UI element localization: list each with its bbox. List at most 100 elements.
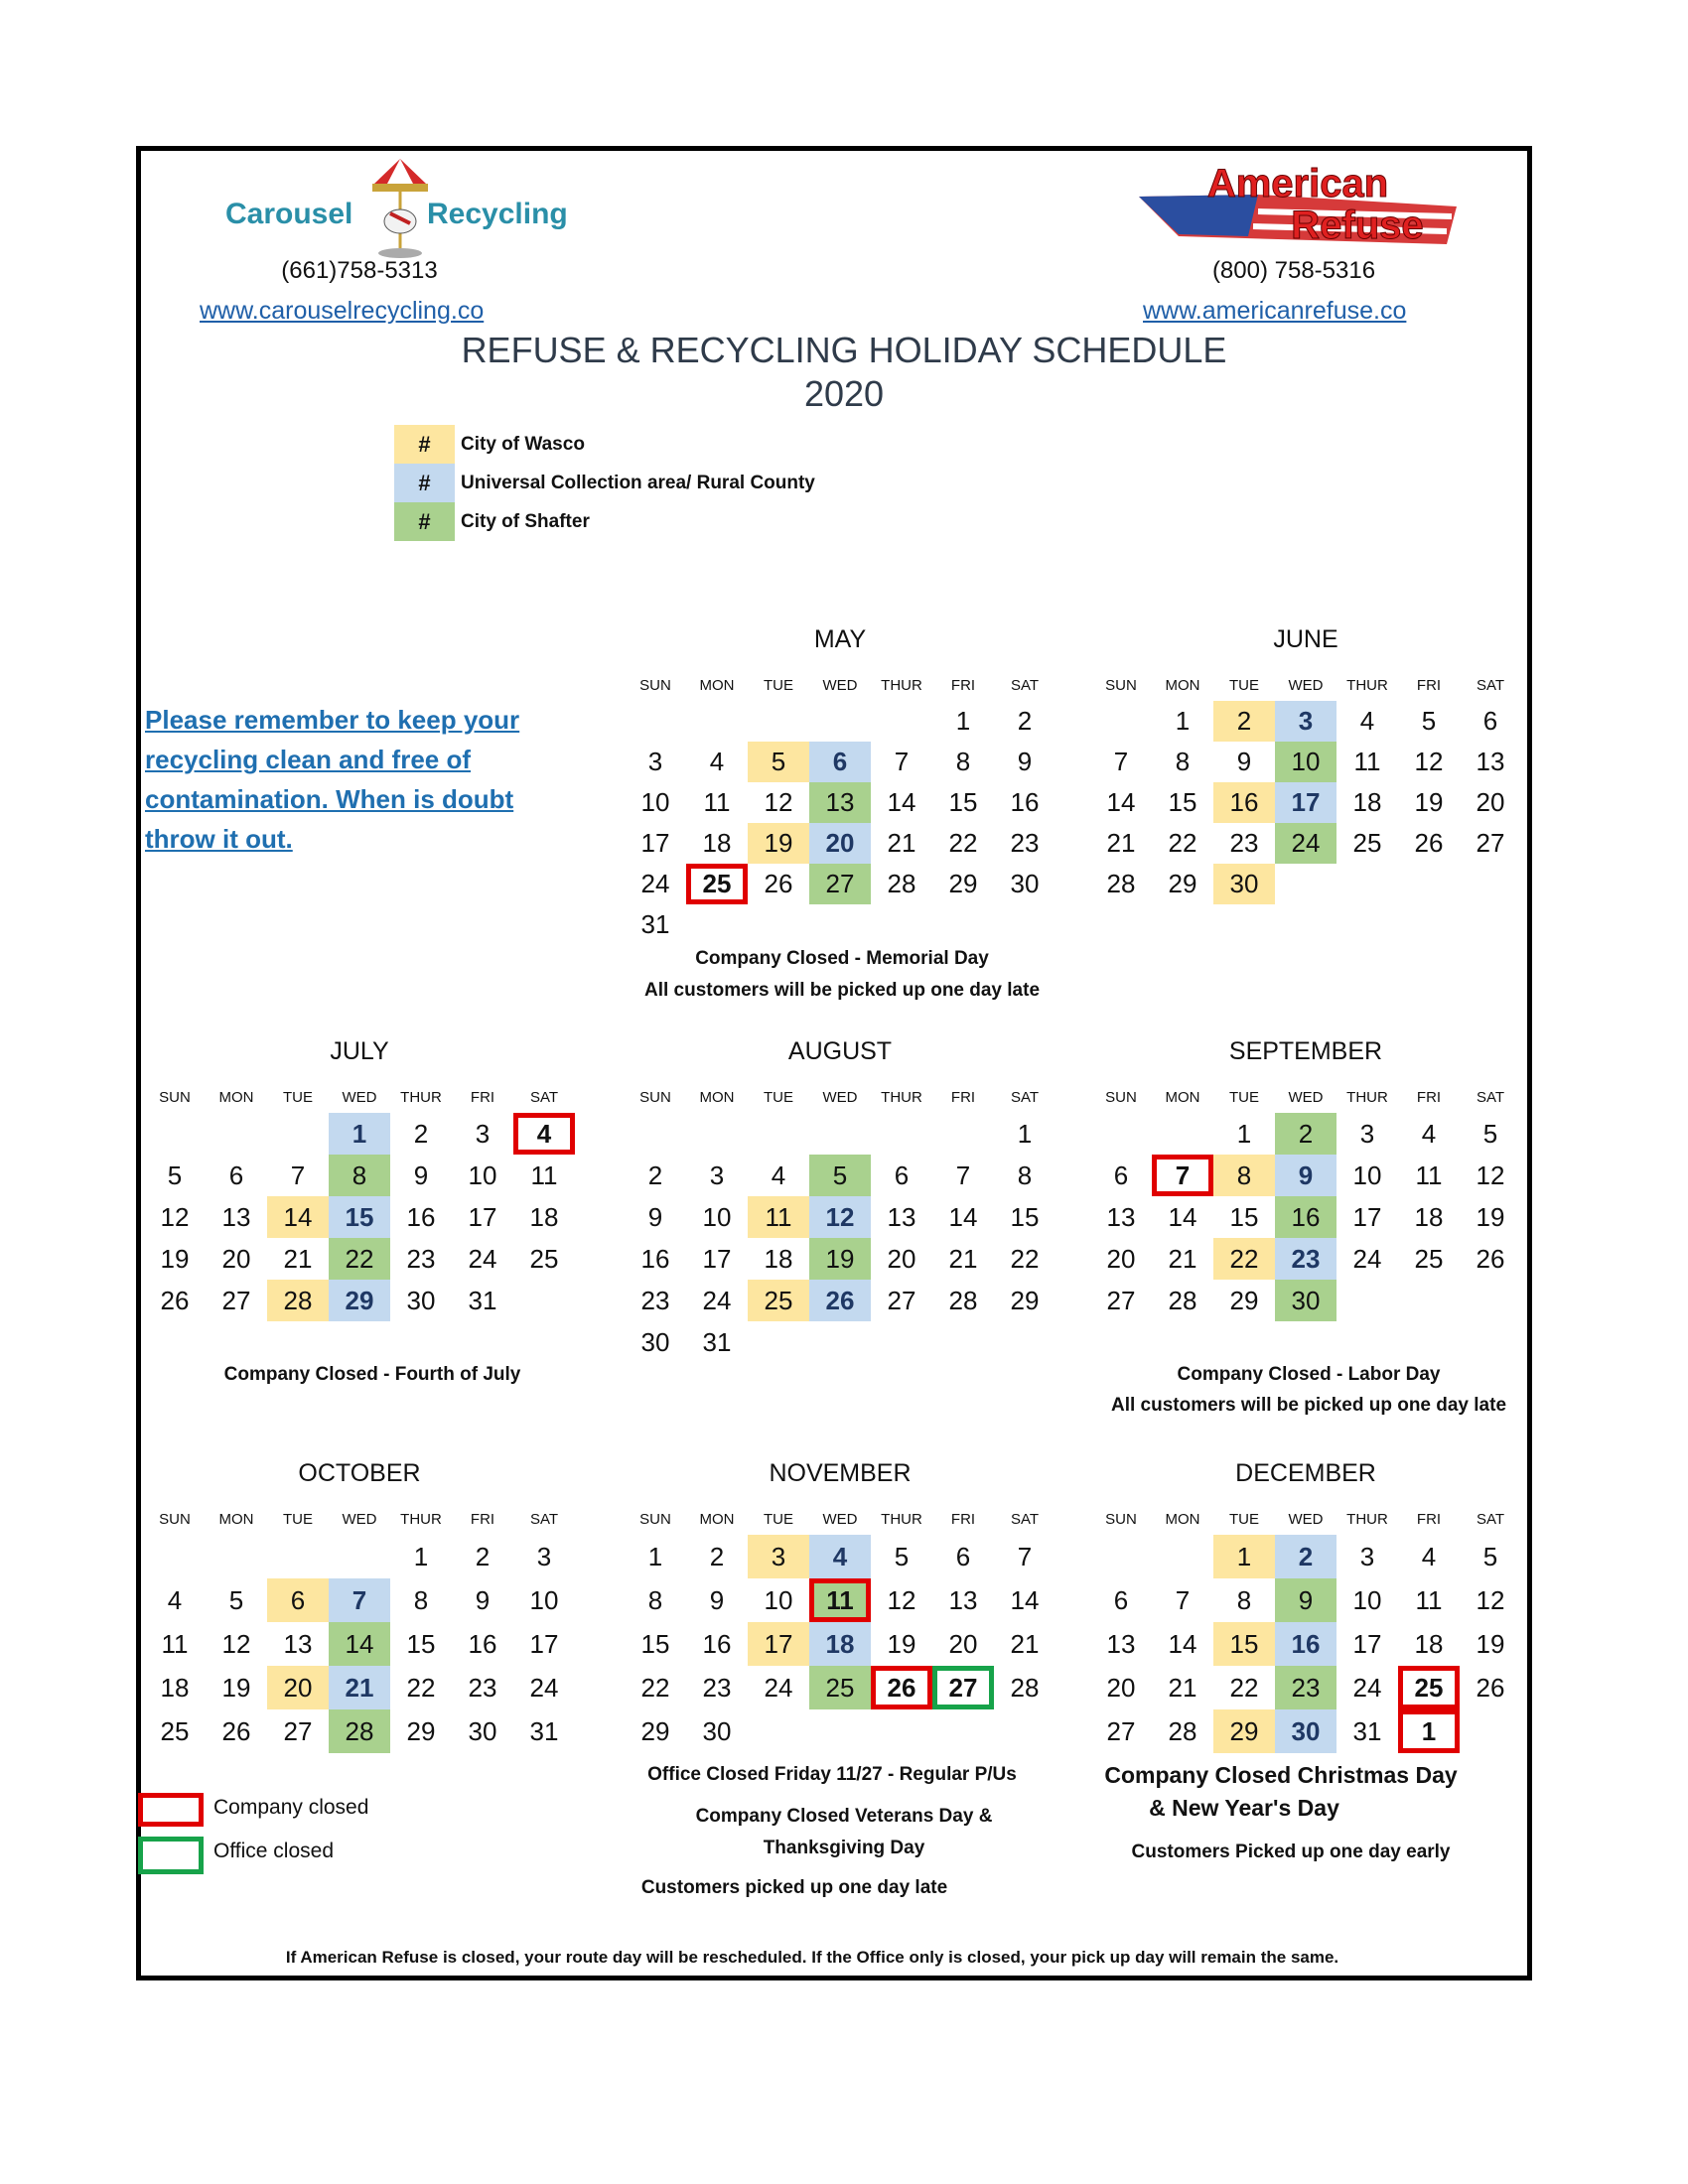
weekday-label: FRI: [1416, 677, 1442, 694]
empty-cell: [267, 1535, 329, 1578]
day-number: 13: [825, 787, 855, 817]
day-cell: 9: [1213, 742, 1275, 782]
day-cell: 28: [329, 1709, 390, 1753]
day-number: 3: [647, 747, 663, 776]
day-cell: 24: [452, 1238, 513, 1280]
day-cell: 4: [748, 1155, 809, 1196]
week-row: 21 22 23 24 25 26 27: [1090, 823, 1521, 864]
day-cell: 30: [1275, 1280, 1336, 1321]
day-cell: 15: [329, 1196, 390, 1238]
day-cell: 7: [871, 742, 932, 782]
day-cell: 29: [1152, 864, 1213, 904]
day-number: 2: [1298, 1541, 1314, 1571]
day-number: 8: [1236, 1160, 1252, 1190]
weekday-label: TUE: [1229, 1089, 1259, 1106]
day-cell: 24: [1336, 1666, 1398, 1709]
day-number: 24: [702, 1285, 732, 1315]
day-cell: 31: [1336, 1709, 1398, 1753]
week-row: 5 6 7 8 9 10 11: [144, 1155, 575, 1196]
day-number: 23: [1291, 1672, 1321, 1703]
day-cell: 22: [1213, 1238, 1275, 1280]
day-number: 17: [1352, 1201, 1382, 1232]
week-row: 2 3 4 5 6 7 8: [625, 1155, 1055, 1196]
day-number: 13: [283, 1628, 313, 1659]
day-cell: 5: [1460, 1113, 1521, 1155]
empty-cell: [871, 904, 932, 945]
november-note: Customers picked up one day late: [640, 1877, 948, 1898]
day-number: 15: [640, 1628, 670, 1659]
empty-cell: [1275, 864, 1336, 904]
day-cell: 24: [748, 1666, 809, 1709]
day-number: 10: [1352, 1160, 1382, 1190]
day-number: 21: [948, 1243, 978, 1274]
day-number: 8: [647, 1584, 663, 1615]
legend-item: # City of Shafter: [394, 502, 590, 541]
day-cell: 19: [144, 1238, 206, 1280]
week-row: 1 2 3 4: [144, 1113, 575, 1155]
day-number: 26: [221, 1715, 251, 1746]
carousel-phone: (661)758-5313: [281, 257, 438, 284]
day-number: 4: [167, 1584, 183, 1615]
empty-cell: [994, 1321, 1055, 1363]
empty-cell: [625, 1113, 686, 1155]
day-number: 15: [1229, 1201, 1259, 1232]
day-number: 11: [765, 1201, 792, 1232]
day-cell: 17: [513, 1622, 575, 1666]
december-note: Company Closed Christmas Day: [1104, 1762, 1458, 1788]
empty-cell: [1460, 1709, 1521, 1753]
day-cell: 28: [932, 1280, 994, 1321]
legend-label: City of Wasco: [461, 433, 585, 455]
day-cell: 19: [809, 1238, 871, 1280]
day-number: 10: [702, 1201, 732, 1232]
day-cell: 6: [206, 1155, 267, 1196]
day-number: 2: [1298, 1118, 1314, 1149]
day-number: 21: [1168, 1243, 1197, 1274]
day-number: 23: [1291, 1243, 1321, 1274]
flag-icon: American Refuse: [1139, 162, 1457, 248]
day-cell: 22: [390, 1666, 452, 1709]
day-cell: 10: [686, 1196, 748, 1238]
day-number: 28: [345, 1715, 374, 1746]
empty-cell: [871, 1709, 932, 1753]
day-cell: 22: [625, 1666, 686, 1709]
day-number: 11: [826, 1584, 854, 1615]
svg-text:American: American: [1207, 162, 1388, 205]
legend-symbol: #: [418, 470, 431, 495]
day-number: 15: [406, 1628, 436, 1659]
day-number: 5: [1421, 706, 1437, 736]
week-row: 17 18 19 20 21 22 23: [625, 823, 1055, 864]
day-cell: 17: [625, 823, 686, 864]
weekday-label: SUN: [159, 1511, 191, 1528]
day-cell: 1: [1213, 1113, 1275, 1155]
day-number: 6: [1482, 706, 1498, 736]
day-number: 23: [468, 1672, 497, 1703]
week-row: 1: [625, 1113, 1055, 1155]
day-cell: 19: [1398, 782, 1460, 823]
day-number: 10: [1352, 1584, 1382, 1615]
day-cell: 6: [932, 1535, 994, 1578]
weekday-header: SUN MON TUE WED THUR FRI SAT: [625, 1511, 1055, 1528]
week-row: 26 27 28 29 30 31: [144, 1280, 575, 1321]
day-cell: 30: [625, 1321, 686, 1363]
week-row: 8 9 10 11 12 13 14: [625, 1578, 1055, 1622]
week-row: 19 20 21 22 23 24 25: [144, 1238, 575, 1280]
month-september: SEPTEMBER SUN MON TUE WED THUR FRI SAT 1 2 3 4 5 6 7 8 9…: [1090, 1037, 1521, 1321]
recycling-tip[interactable]: Please remember to keep your recycling c…: [145, 700, 572, 859]
day-number: 26: [887, 1672, 916, 1703]
day-cell: 13: [206, 1196, 267, 1238]
american-refuse-website-link[interactable]: www.americanrefuse.co: [1143, 297, 1407, 325]
day-number: 29: [1168, 869, 1197, 898]
day-number: 1: [1236, 1541, 1252, 1571]
carousel-website-link[interactable]: www.carouselrecycling.co: [200, 297, 485, 325]
day-number: 8: [955, 747, 971, 776]
svg-text:Recycling: Recycling: [427, 198, 568, 230]
day-number: 12: [221, 1628, 251, 1659]
day-cell: 13: [1090, 1196, 1152, 1238]
day-cell: 25: [1398, 1238, 1460, 1280]
month-title: SEPTEMBER: [1228, 1037, 1383, 1065]
day-cell: 5: [748, 742, 809, 782]
day-number: 18: [160, 1672, 190, 1703]
day-cell: 19: [1460, 1196, 1521, 1238]
day-cell: 21: [994, 1622, 1055, 1666]
day-cell: 3: [625, 742, 686, 782]
